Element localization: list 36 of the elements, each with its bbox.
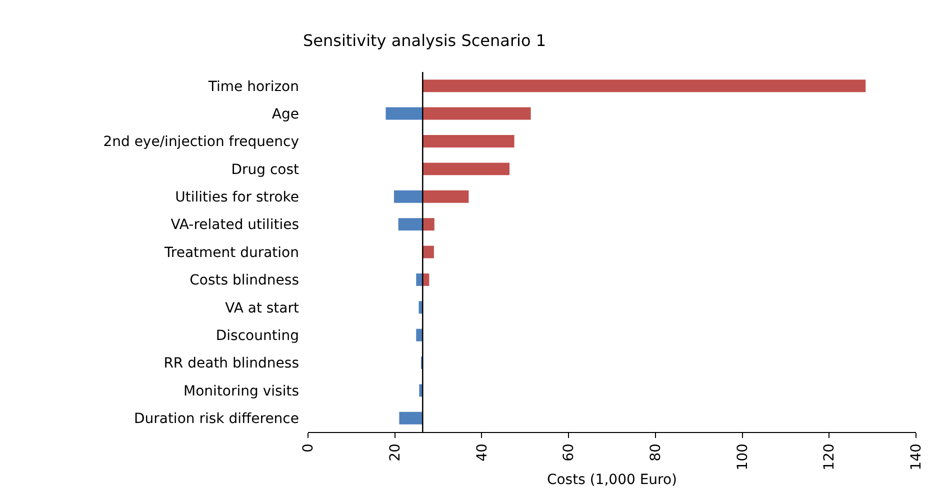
x-tick-label: 40 <box>474 444 490 462</box>
bar <box>422 162 510 176</box>
bar <box>422 246 434 258</box>
x-tick-label: 80 <box>648 444 664 462</box>
y-tick-label: Treatment duration <box>163 244 299 261</box>
bar <box>386 107 423 120</box>
y-tick-label: 2nd eye/injection frequency <box>103 134 299 150</box>
bar <box>422 218 434 231</box>
x-tick-label: 140 <box>908 444 925 470</box>
y-tick-label: Time horizon <box>207 78 299 95</box>
x-tick-label: 100 <box>734 444 751 470</box>
x-tick-label: 20 <box>387 444 404 462</box>
x-tick-label: 0 <box>300 444 317 453</box>
bar <box>422 135 514 148</box>
y-tick-label: Discounting <box>216 328 299 344</box>
y-tick-label: VA-related utilities <box>170 217 299 234</box>
y-tick-label: Drug cost <box>231 162 300 178</box>
bar <box>398 218 423 231</box>
bar <box>416 273 423 286</box>
bar <box>422 80 866 92</box>
bar <box>394 190 423 203</box>
bar <box>399 412 423 424</box>
x-tick-label: 60 <box>561 444 578 462</box>
x-axis-title: Costs (1,000 Euro) <box>546 472 678 488</box>
bar <box>422 107 531 120</box>
bar <box>422 190 469 203</box>
y-tick-label: VA at start <box>225 300 300 316</box>
y-tick-label: Age <box>272 106 299 122</box>
y-tick-label: Monitoring visits <box>184 383 299 400</box>
bar <box>416 328 423 342</box>
y-tick-label: Duration risk difference <box>134 411 299 428</box>
y-tick-label: Utilities for stroke <box>175 190 299 206</box>
chart-title: Sensitivity analysis Scenario 1 <box>302 31 546 50</box>
y-tick-label: Costs blindness <box>190 272 299 289</box>
x-tick-label: 120 <box>822 444 838 470</box>
y-tick-label: RR death blindness <box>164 356 299 372</box>
